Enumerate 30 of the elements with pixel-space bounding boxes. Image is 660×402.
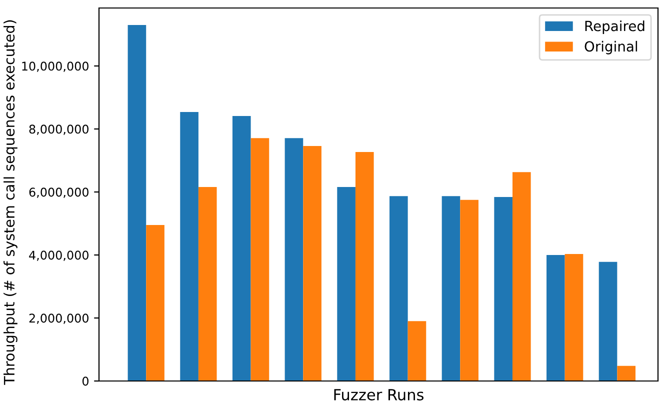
- y-tick-label: 6,000,000: [29, 188, 88, 198]
- bar: [128, 25, 146, 381]
- y-axis-title: Throughput (# of system call sequences executed): [4, 20, 18, 385]
- bar: [442, 196, 460, 381]
- x-axis-title: Fuzzer Runs: [334, 389, 424, 400]
- legend-label: Original: [584, 40, 638, 54]
- y-tick-label: 10,000,000: [22, 62, 88, 72]
- legend-label: Repaired: [585, 20, 644, 34]
- bar: [180, 112, 198, 381]
- y-tick-label: 0: [82, 376, 88, 386]
- bar: [337, 186, 356, 381]
- bar: [546, 254, 565, 381]
- bar: [198, 186, 217, 381]
- y-tick-label: 4,000,000: [29, 250, 88, 261]
- bar: [512, 172, 531, 381]
- bar: [460, 200, 478, 381]
- bar: [389, 196, 408, 381]
- bar: [598, 262, 618, 381]
- bar: [284, 138, 304, 381]
- bar: [617, 366, 636, 381]
- bar: [564, 254, 584, 381]
- bar: [250, 138, 270, 381]
- bar: [355, 152, 374, 381]
- bar: [303, 146, 322, 381]
- bar: [146, 225, 164, 381]
- y-tick-label: 2,000,000: [29, 314, 88, 324]
- bar: [232, 116, 251, 381]
- bar: [494, 197, 512, 381]
- bar: [408, 321, 426, 381]
- y-tick-label: 8,000,000: [29, 124, 88, 135]
